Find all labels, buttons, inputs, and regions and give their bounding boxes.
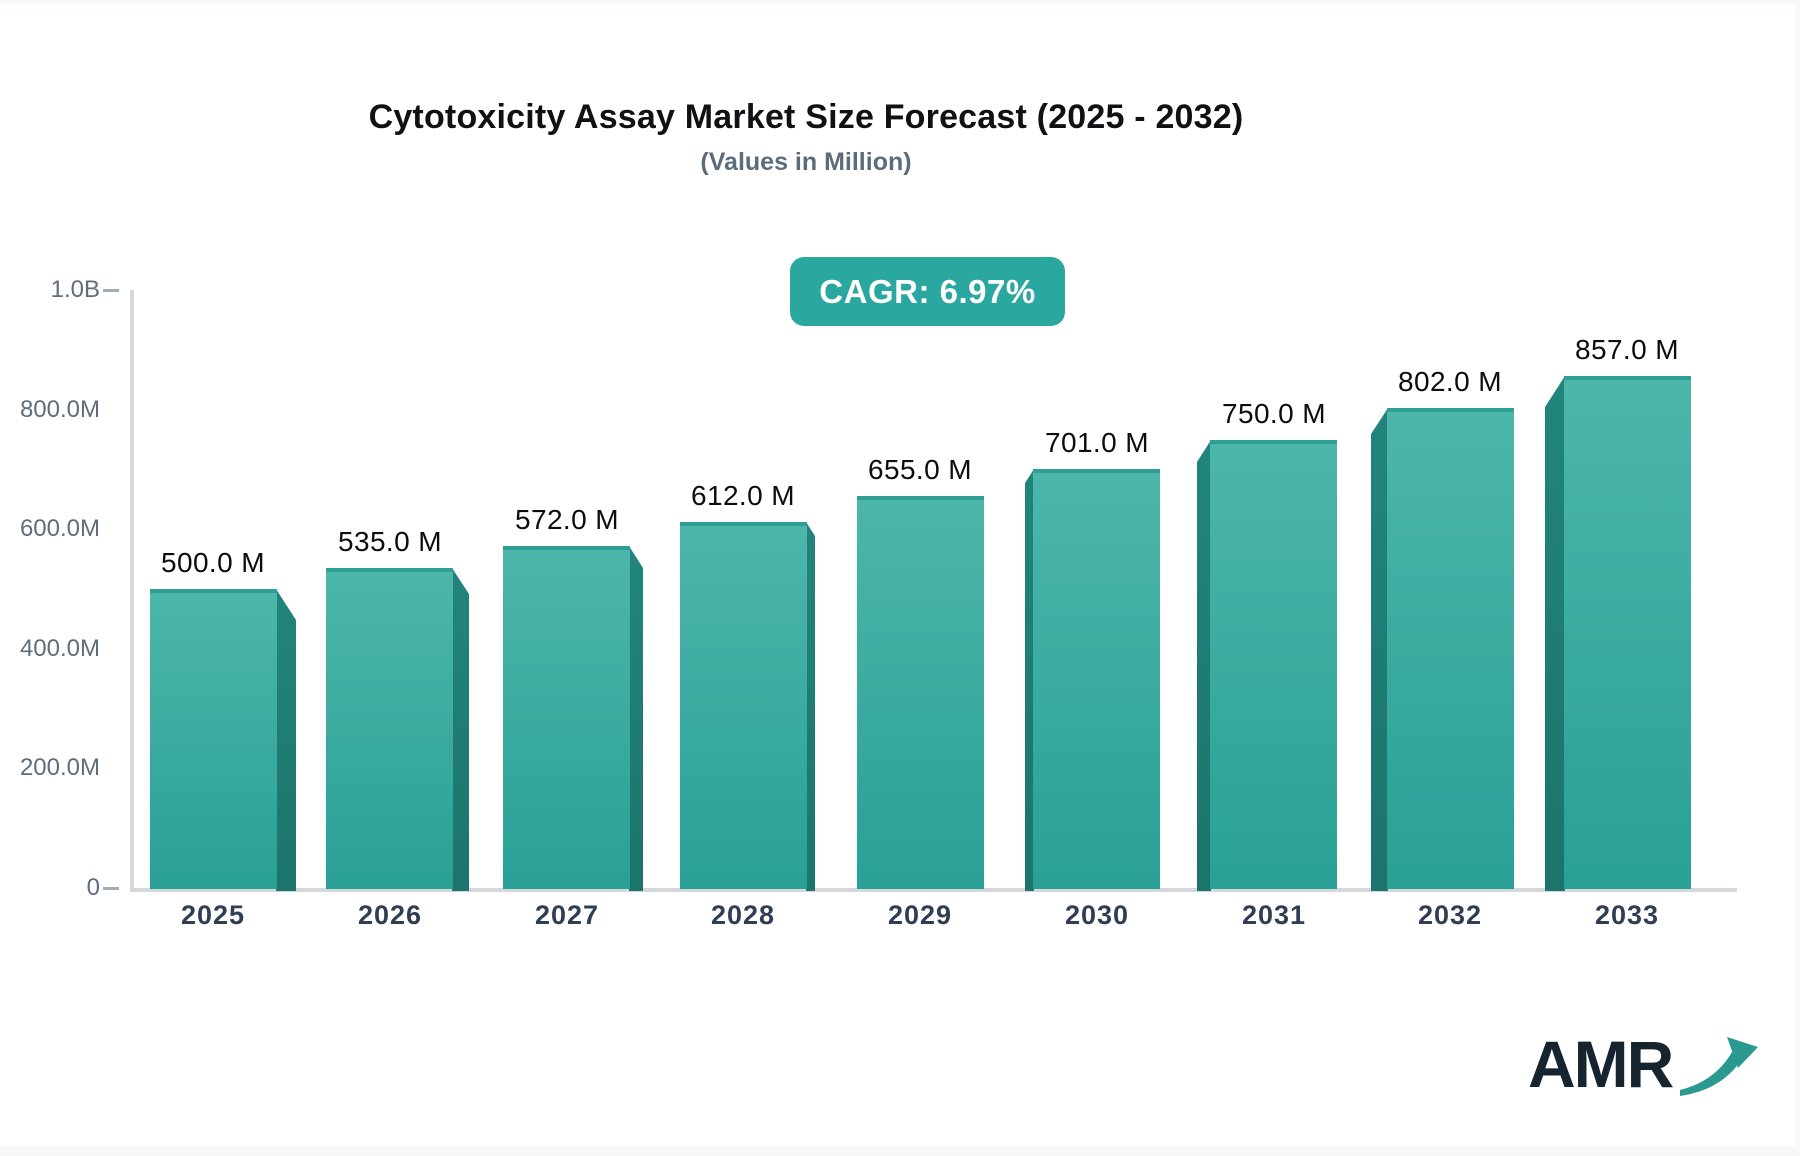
cagr-badge: CAGR: 6.97% [790, 257, 1065, 326]
x-tick-label: 2033 [1594, 900, 1660, 930]
x-tick-label: 2026 [357, 900, 423, 930]
bar-face [1564, 376, 1691, 889]
bar-value-label: 500.0 M [161, 547, 265, 578]
bar-value-label: 612.0 M [691, 480, 795, 511]
bar-value-label: 572.0 M [515, 504, 619, 535]
bar-side-face [806, 522, 815, 891]
amr-logo: AMR [1528, 1028, 1788, 1112]
y-tick-label: 0 [86, 874, 100, 901]
y-tick-label: 200.0M [19, 754, 100, 781]
y-tick-dash [103, 887, 119, 890]
amr-logo-text: AMR [1528, 1027, 1674, 1101]
bar-side-face [1371, 408, 1388, 891]
bar-side-face [1025, 469, 1034, 891]
y-tick-label: 800.0M [19, 396, 100, 423]
bar-face [1210, 440, 1337, 889]
bar-face [503, 546, 630, 889]
page-subtitle: (Values in Million) [700, 148, 912, 176]
bar-face [1387, 408, 1514, 889]
x-axis-line [130, 888, 1737, 892]
x-tick-label: 2029 [887, 900, 953, 930]
x-tick-label: 2027 [534, 900, 600, 930]
trending-up-arrow-icon [1680, 1037, 1758, 1096]
bar-side-face [629, 546, 643, 891]
bar-face [1033, 469, 1160, 889]
bar-value-label: 535.0 M [338, 526, 442, 557]
bar-side-face [1197, 440, 1211, 891]
bar-face [326, 568, 453, 889]
bar-value-label: 655.0 M [868, 454, 972, 485]
y-tick-label: 400.0M [19, 635, 100, 662]
bar-value-label: 750.0 M [1222, 398, 1326, 429]
bar-side-face [276, 589, 296, 891]
bar-face [150, 589, 277, 889]
y-tick-label: 1.0B [50, 276, 100, 303]
x-tick-label: 2031 [1241, 900, 1307, 930]
bar-side-face [452, 568, 469, 891]
y-tick-dash [103, 289, 119, 292]
bar-value-label: 701.0 M [1045, 427, 1149, 458]
x-tick-label: 2032 [1417, 900, 1483, 930]
x-tick-label: 2025 [180, 900, 246, 930]
bar-side-face [1545, 376, 1565, 891]
y-axis-line [130, 290, 134, 892]
bar-value-label: 802.0 M [1398, 366, 1502, 397]
x-tick-label: 2028 [710, 900, 776, 930]
bar-face [857, 496, 984, 889]
bar-face [680, 522, 807, 889]
x-tick-label: 2030 [1064, 900, 1130, 930]
bar-value-label: 857.0 M [1575, 334, 1679, 365]
y-tick-label: 600.0M [19, 515, 100, 542]
page-title: Cytotoxicity Assay Market Size Forecast … [368, 98, 1244, 136]
